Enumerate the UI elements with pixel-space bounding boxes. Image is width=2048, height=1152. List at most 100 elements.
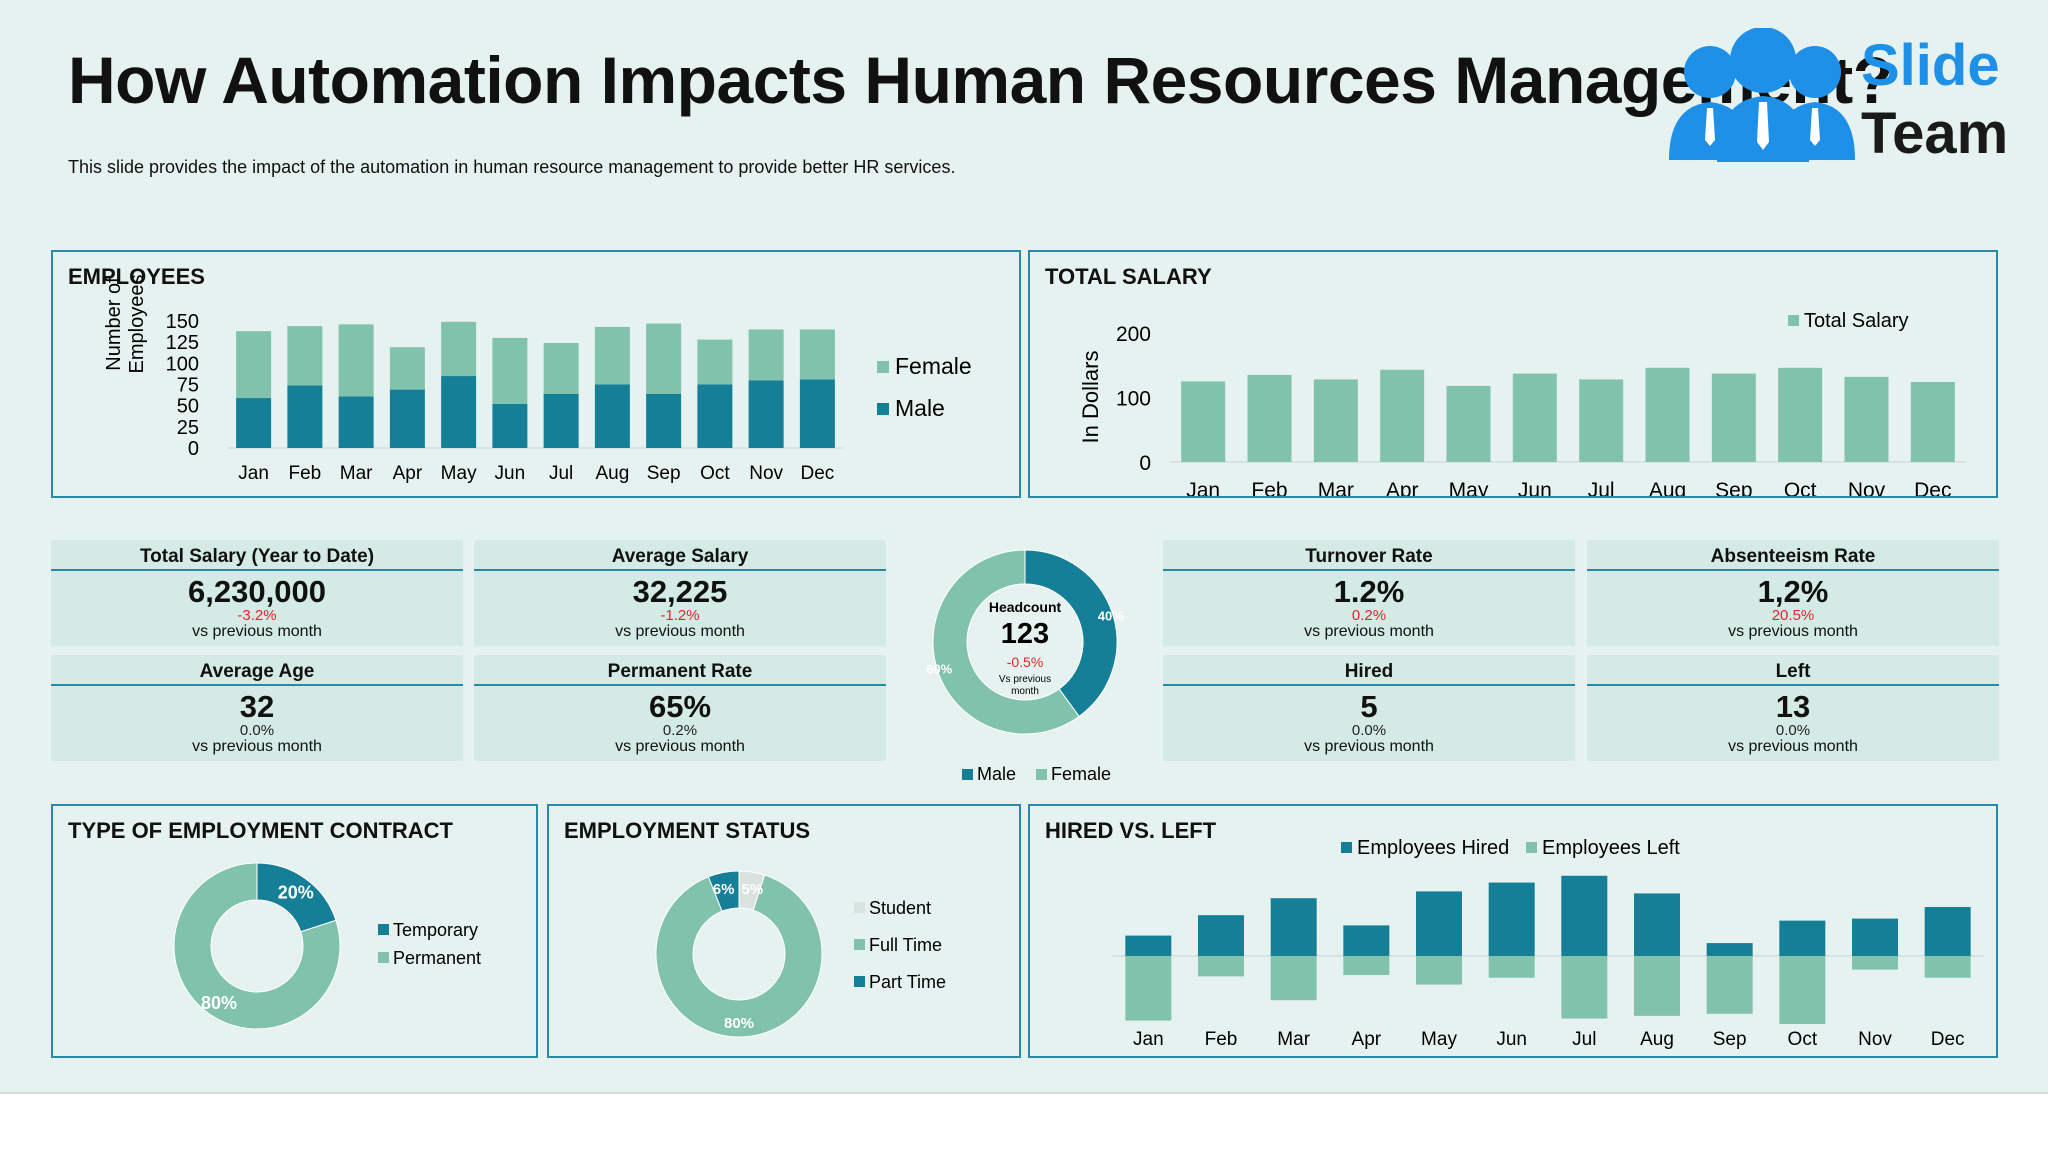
total-salary-panel: TOTAL SALARY In Dollars 0 100 200 Jan Feb Mar A… bbox=[1028, 250, 1998, 498]
slice-label-part-time: 6% bbox=[713, 881, 735, 898]
slice-male bbox=[1024, 549, 1118, 718]
kpi-card-permanent-rate: Permanent Rate 65% 0.2% vs previous month bbox=[474, 655, 886, 761]
legend-label-full-time: Full Time bbox=[869, 935, 942, 955]
bar-male-may bbox=[441, 376, 477, 448]
slice-label-male: 40% bbox=[1098, 608, 1124, 623]
kpi-change: 0.2% bbox=[662, 722, 698, 739]
bar-hired-jan bbox=[1125, 935, 1172, 956]
legend-label-employees-hired: Employees Hired bbox=[1357, 837, 1509, 859]
bar-male-oct bbox=[697, 384, 733, 448]
bar-female-feb bbox=[287, 326, 323, 386]
x-tick-label: Jan bbox=[1186, 479, 1220, 496]
x-tick-label: Apr bbox=[1386, 479, 1419, 496]
slice-label-temporary: 20% bbox=[278, 883, 314, 903]
legend-label-female: Female bbox=[1051, 764, 1111, 784]
bar-hired-oct bbox=[1779, 920, 1826, 956]
bar-total-salary-mar bbox=[1313, 379, 1358, 462]
kpi-note: vs previous month bbox=[192, 623, 322, 640]
bar-total-salary-oct bbox=[1778, 367, 1823, 462]
kpi-note: vs previous month bbox=[1304, 623, 1434, 640]
bar-total-salary-dec bbox=[1910, 382, 1955, 462]
x-tick-label: Aug bbox=[1640, 1029, 1674, 1050]
kpi-change: 0.0% bbox=[1351, 722, 1387, 739]
headcount-change: -0.5% bbox=[1007, 654, 1044, 670]
bar-female-aug bbox=[594, 326, 630, 385]
kpi-divider bbox=[51, 569, 463, 571]
legend-swatch-employees-left bbox=[1526, 842, 1537, 853]
logo-word-team: Team bbox=[1861, 101, 2009, 166]
kpi-divider bbox=[1587, 684, 1999, 686]
bar-left-jan bbox=[1125, 956, 1172, 1021]
y-tick-label: 100 bbox=[1116, 388, 1151, 411]
bar-female-jul bbox=[543, 343, 579, 394]
slideteam-logo: Slide Team bbox=[1665, 27, 2025, 168]
contract-chart: 20% 80% Temporary Permanent bbox=[173, 862, 481, 1030]
x-tick-label: Jun bbox=[1518, 479, 1552, 496]
kpi-card-left: Left 13 0.0% vs previous month bbox=[1587, 655, 1999, 761]
legend-label-male: Male bbox=[895, 395, 945, 421]
kpi-divider bbox=[51, 684, 463, 686]
kpi-value: 32 bbox=[239, 689, 275, 724]
bar-total-salary-nov bbox=[1844, 376, 1889, 462]
headcount-note: month bbox=[1011, 686, 1039, 697]
bar-hired-mar bbox=[1270, 898, 1317, 956]
kpi-change: -1.2% bbox=[660, 607, 700, 624]
bar-total-salary-feb bbox=[1247, 374, 1292, 462]
kpi-note: vs previous month bbox=[1728, 623, 1858, 640]
kpi-card-average-salary: Average Salary 32,225 -1.2% vs previous mon… bbox=[474, 540, 886, 646]
bar-total-salary-jul bbox=[1579, 379, 1624, 462]
headcount-value: 123 bbox=[1001, 618, 1049, 650]
x-tick-label: Apr bbox=[393, 463, 423, 484]
x-tick-label: Dec bbox=[1914, 479, 1951, 496]
bar-male-dec bbox=[799, 379, 835, 448]
x-tick-label: Feb bbox=[1205, 1029, 1238, 1050]
total-salary-title: TOTAL SALARY bbox=[1045, 264, 1212, 289]
kpi-value: 1,2% bbox=[1757, 574, 1829, 609]
x-tick-label: Dec bbox=[1931, 1029, 1965, 1050]
bar-left-feb bbox=[1198, 956, 1244, 977]
bar-left-mar bbox=[1270, 956, 1317, 1001]
logo-word-slide: Slide bbox=[1861, 33, 2000, 98]
x-tick-label: Mar bbox=[1318, 479, 1354, 496]
y-tick-label: 50 bbox=[177, 396, 199, 418]
bar-hired-jul bbox=[1561, 875, 1608, 956]
slice-label-student: 5% bbox=[741, 881, 763, 898]
legend-label-temporary: Temporary bbox=[393, 920, 478, 940]
page-title: How Automation Impacts Human Resources M… bbox=[68, 43, 1893, 117]
bar-left-sep bbox=[1706, 956, 1753, 1014]
legend-label-total-salary: Total Salary bbox=[1804, 310, 1909, 332]
x-tick-label: Oct bbox=[1788, 1029, 1818, 1050]
bar-female-apr bbox=[389, 347, 425, 390]
bar-left-aug bbox=[1634, 956, 1680, 1016]
kpi-value: 5 bbox=[1360, 689, 1378, 724]
kpi-note: vs previous month bbox=[615, 738, 745, 755]
y-tick-label: 0 bbox=[1139, 452, 1151, 475]
kpi-note: vs previous month bbox=[1304, 738, 1434, 755]
x-tick-label: Nov bbox=[1848, 479, 1886, 496]
y-tick-label: 150 bbox=[166, 311, 199, 333]
total-salary-chart: In Dollars 0 100 200 Jan Feb Mar Apr May Jun Jul Au… bbox=[1078, 310, 1966, 496]
bar-female-dec bbox=[799, 329, 835, 380]
status-title: EMPLOYMENT STATUS bbox=[564, 818, 811, 843]
x-tick-label: Oct bbox=[700, 463, 730, 484]
bar-hired-sep bbox=[1706, 943, 1753, 956]
x-tick-label: Jan bbox=[1133, 1029, 1164, 1050]
kpi-divider bbox=[1163, 684, 1575, 686]
status-panel: EMPLOYMENT STATUS 5% 80% 6% Student Full Tim… bbox=[547, 804, 1021, 1058]
bar-hired-aug bbox=[1634, 893, 1680, 956]
kpi-divider bbox=[474, 569, 886, 571]
kpi-card-average-age: Average Age 32 0.0% vs previous month bbox=[51, 655, 463, 761]
y-tick-label: 125 bbox=[166, 332, 199, 354]
kpi-change: 0.2% bbox=[1351, 607, 1387, 624]
bar-female-may bbox=[441, 321, 477, 377]
x-tick-label: Jun bbox=[1496, 1029, 1527, 1050]
legend-swatch-full-time bbox=[854, 939, 865, 950]
slice-female bbox=[932, 549, 1080, 735]
x-tick-label: Aug bbox=[1649, 479, 1686, 496]
legend-swatch-employees-hired bbox=[1341, 842, 1352, 853]
x-tick-label: Aug bbox=[595, 463, 629, 484]
kpi-note: vs previous month bbox=[1728, 738, 1858, 755]
y-tick-label: 25 bbox=[177, 417, 199, 439]
bar-hired-jun bbox=[1488, 882, 1535, 956]
